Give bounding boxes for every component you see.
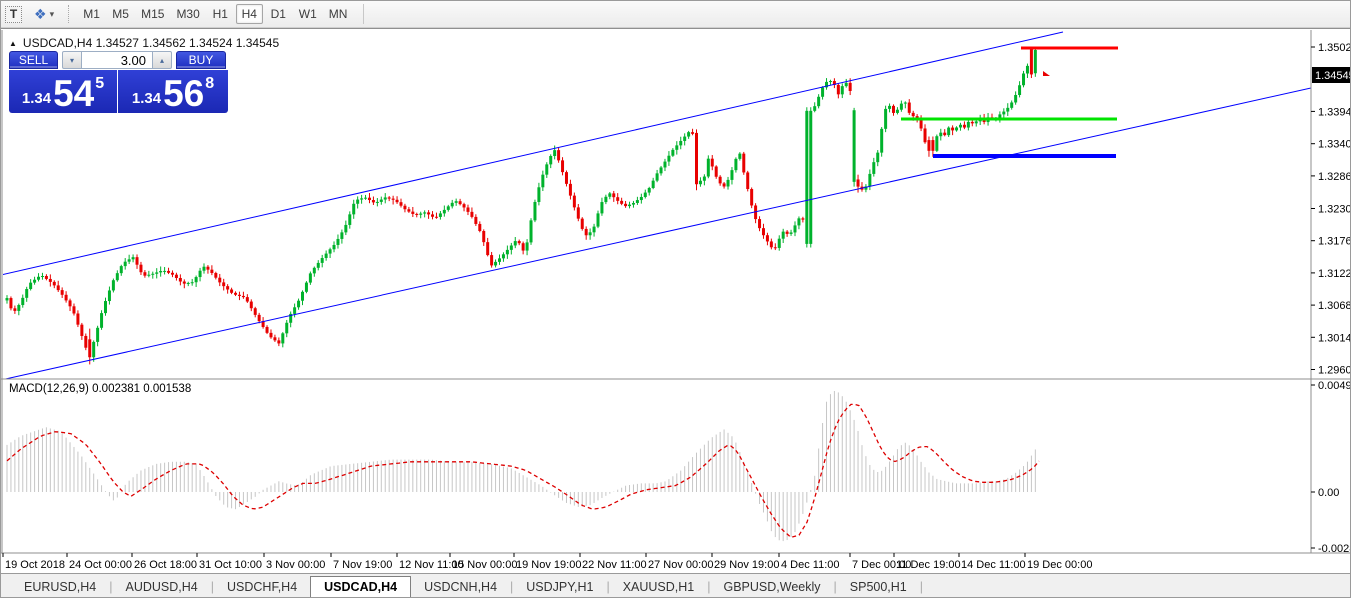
chart-tab-usdjpy[interactable]: USDJPY,H1 xyxy=(526,579,594,594)
tab-separator: | xyxy=(707,579,711,594)
svg-text:1.33940: 1.33940 xyxy=(1318,106,1351,118)
chart-window: 1.35020 1.33940 1.33400 1.32860 1.32305 1.317… xyxy=(1,28,1351,574)
volume-input[interactable] xyxy=(82,51,152,69)
svg-text:1.32860: 1.32860 xyxy=(1318,171,1351,183)
chart-tab-usdchf[interactable]: USDCHF,H4 xyxy=(227,579,298,594)
tab-separator: | xyxy=(510,579,514,594)
svg-text:26 Oct 18:00: 26 Oct 18:00 xyxy=(134,559,197,571)
chart-tab-sp500[interactable]: SP500,H1 xyxy=(849,579,907,594)
collapse-panel-icon[interactable]: ▲ xyxy=(9,38,17,48)
chart-tab-eurusd[interactable]: EURUSD,H4 xyxy=(24,579,97,594)
buy-price-display[interactable]: 1.34 56 8 xyxy=(118,70,228,113)
svg-text:1.32305: 1.32305 xyxy=(1318,204,1351,216)
volume-decrease-button[interactable]: ▾ xyxy=(62,51,82,69)
toolbar-separator xyxy=(363,4,365,24)
chart-tab-usdcnh[interactable]: USDCNH,H4 xyxy=(424,579,498,594)
svg-text:14 Dec 11:00: 14 Dec 11:00 xyxy=(961,559,1026,571)
chart-tab-gbpusd[interactable]: GBPUSD,Weekly xyxy=(723,579,821,594)
timeframe-m1-button[interactable]: M1 xyxy=(83,7,100,21)
tab-separator: | xyxy=(833,579,837,594)
svg-text:1.31765: 1.31765 xyxy=(1318,236,1351,248)
svg-text:7 Dec 00:00: 7 Dec 00:00 xyxy=(852,559,911,571)
sell-price-whole: 1.34 xyxy=(21,90,52,107)
svg-text:12 Nov 11:00: 12 Nov 11:00 xyxy=(399,559,464,571)
svg-text:19 Dec 00:00: 19 Dec 00:00 xyxy=(1027,559,1092,571)
svg-text:1.30145: 1.30145 xyxy=(1318,332,1351,344)
buy-price-point: 8 xyxy=(205,75,215,92)
svg-text:27 Nov 00:00: 27 Nov 00:00 xyxy=(648,559,713,571)
svg-text:24 Oct 00:00: 24 Oct 00:00 xyxy=(69,559,132,571)
price-chart-canvas[interactable]: 1.35020 1.33940 1.33400 1.32860 1.32305 1.317… xyxy=(1,29,1351,574)
svg-text:0.004999: 0.004999 xyxy=(1318,380,1351,392)
svg-text:1.29605: 1.29605 xyxy=(1318,365,1351,377)
timeframe-mn-button[interactable]: MN xyxy=(328,7,348,21)
svg-text:7 Nov 19:00: 7 Nov 19:00 xyxy=(333,559,392,571)
svg-text:1.33400: 1.33400 xyxy=(1318,139,1351,151)
one-click-trading-panel: SELL ▾ ▴ BUY 1.34 54 5 1.34 56 8 xyxy=(9,51,230,113)
buy-price-pips: 56 xyxy=(163,73,205,114)
chart-tab-usdcad-active[interactable]: USDCAD,H4 xyxy=(310,575,412,597)
svg-text:1.31225: 1.31225 xyxy=(1318,268,1351,280)
svg-text:11 Dec 19:00: 11 Dec 19:00 xyxy=(896,559,961,571)
timeframe-m30-button[interactable]: M30 xyxy=(176,7,200,21)
timeframe-m5-button[interactable]: M5 xyxy=(112,7,129,21)
chart-symbol-title: ▲ USDCAD,H4 1.34527 1.34562 1.34524 1.34… xyxy=(9,36,279,50)
timeframe-h1-button[interactable]: H1 xyxy=(212,7,228,21)
chart-tab-audusd[interactable]: AUDUSD,H4 xyxy=(125,579,198,594)
arrange-windows-icon[interactable]: ❖ xyxy=(34,6,47,22)
svg-text:15 Nov 00:00: 15 Nov 00:00 xyxy=(452,559,517,571)
tab-separator: | xyxy=(210,579,214,594)
chart-tab-bar: EURUSD,H4 | AUDUSD,H4 | USDCHF,H4 USDCAD… xyxy=(1,573,1350,597)
main-pane xyxy=(3,31,1311,379)
svg-text:31 Oct 10:00: 31 Oct 10:00 xyxy=(199,559,262,571)
tab-separator: | xyxy=(606,579,610,594)
macd-pane xyxy=(6,390,1040,542)
symbol-ohlc-title: USDCAD,H4 1.34527 1.34562 1.34524 1.3454… xyxy=(22,36,280,50)
dropdown-caret-icon[interactable]: ▾ xyxy=(49,8,55,19)
svg-text:-0.002866: -0.002866 xyxy=(1318,543,1351,555)
buy-price-whole: 1.34 xyxy=(131,90,162,107)
svg-text:19 Nov 19:00: 19 Nov 19:00 xyxy=(516,559,581,571)
text-tool-icon[interactable]: T xyxy=(5,5,22,23)
timeframe-h4-button[interactable]: H4 xyxy=(235,4,263,24)
sell-price-display[interactable]: 1.34 54 5 xyxy=(9,70,117,113)
svg-text:4 Dec 11:00: 4 Dec 11:00 xyxy=(781,559,840,571)
timeframe-d1-button[interactable]: D1 xyxy=(270,7,286,21)
timeframe-w1-button[interactable]: W1 xyxy=(298,7,317,21)
buy-button[interactable]: BUY xyxy=(176,51,226,69)
svg-text:19 Oct 2018: 19 Oct 2018 xyxy=(5,559,65,571)
sell-price-point: 5 xyxy=(95,75,105,92)
tab-separator: | xyxy=(919,579,923,594)
svg-text:MACD(12,26,9) 0.002381 0.00153: MACD(12,26,9) 0.002381 0.001538 xyxy=(9,383,191,395)
toolbar-grip xyxy=(68,5,70,23)
chart-tab-xauusd[interactable]: XAUUSD,H1 xyxy=(622,579,695,594)
svg-text:3 Nov 00:00: 3 Nov 00:00 xyxy=(266,559,325,571)
svg-text:1.35020: 1.35020 xyxy=(1318,42,1351,54)
volume-increase-button[interactable]: ▴ xyxy=(152,51,172,69)
sell-button[interactable]: SELL xyxy=(9,51,58,69)
svg-text:29 Nov 19:00: 29 Nov 19:00 xyxy=(714,559,779,571)
svg-text:1.30685: 1.30685 xyxy=(1318,300,1351,312)
timeframe-toolbar: T ❖ ▾ M1 M5 M15 M30 H1 H4 D1 W1 MN xyxy=(1,1,1350,28)
svg-text:1.34545: 1.34545 xyxy=(1315,70,1351,82)
tab-separator: | xyxy=(109,579,113,594)
svg-text:0.00: 0.00 xyxy=(1318,487,1339,499)
timeframe-m15-button[interactable]: M15 xyxy=(141,7,165,21)
sell-price-pips: 54 xyxy=(53,73,95,114)
svg-text:22 Nov 11:00: 22 Nov 11:00 xyxy=(582,559,647,571)
